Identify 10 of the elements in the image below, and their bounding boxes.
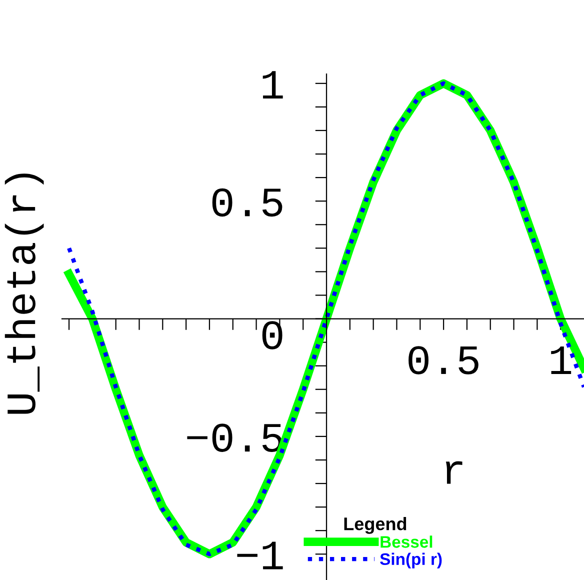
y-tick-label: 1 <box>262 71 283 99</box>
y-tick-label: 0 <box>262 321 282 350</box>
legend-label: Bessel <box>380 536 432 548</box>
y-axis-title: U_theta(r) <box>4 174 44 414</box>
y-tick-label: 0.5 <box>212 188 282 217</box>
legend-title: Legend <box>344 517 406 534</box>
y-tick-label: −0.5 <box>187 424 282 452</box>
legend-label: Sin(pi r) <box>380 552 442 568</box>
x-axis-title: r <box>446 461 462 484</box>
y-tick-label: −1 <box>237 542 283 570</box>
